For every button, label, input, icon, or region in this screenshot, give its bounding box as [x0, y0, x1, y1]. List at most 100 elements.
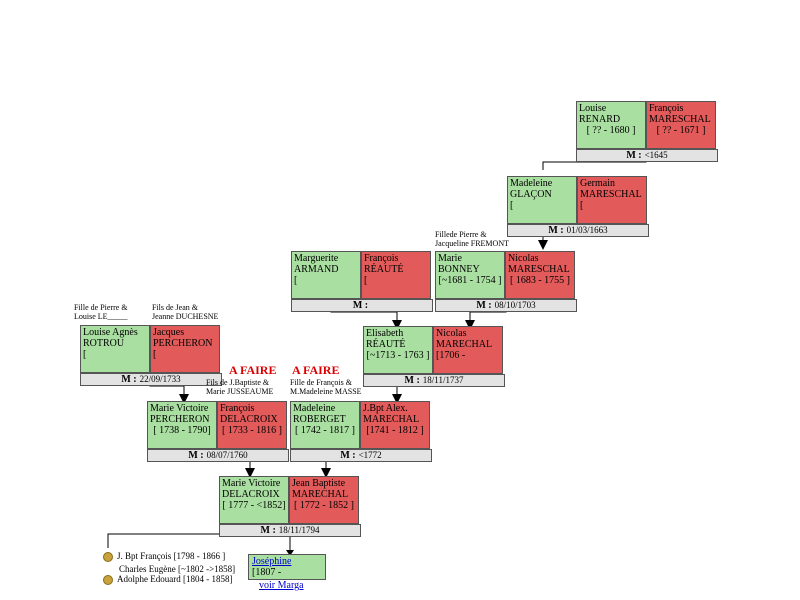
marriage-date: 08/07/1760	[206, 450, 248, 460]
a-faire-label: A FAIRE	[292, 363, 340, 377]
wife-box[interactable]: Madeleine ROBERGET [ 1742 - 1817 ]	[290, 401, 360, 449]
husband-box[interactable]: François RÉAUTÉ [	[361, 251, 431, 299]
couple-reaute-marechal: Elisabeth RÉAUTÉ [~1713 - 1763 ] Nicolas…	[363, 326, 505, 388]
marriage-date: <1772	[358, 450, 382, 460]
couple-roberget-marechal: Madeleine ROBERGET [ 1742 - 1817 ] J.Bpt…	[290, 401, 432, 463]
life-dates: [ ?? - 1671 ]	[656, 125, 706, 136]
last-name: MARESCHAL	[649, 114, 711, 125]
life-dates: [ 1742 - 1817 ]	[295, 425, 355, 436]
husband-box[interactable]: François DELACROIX [ 1733 - 1816 ]	[217, 401, 287, 449]
life-dates: [	[510, 200, 514, 211]
husband-box[interactable]: François MARESCHAL [ ?? - 1671 ]	[646, 101, 716, 149]
life-dates: [	[294, 275, 298, 286]
marriage-label: M :	[260, 525, 276, 536]
last-name: MARECHAL	[363, 414, 420, 425]
wife-box[interactable]: Marie Victoire PERCHERON [ 1738 - 1790]	[147, 401, 217, 449]
first-name: Jean Baptiste	[292, 478, 346, 489]
marriage-label: M :	[548, 225, 564, 236]
marriage-date: 22/09/1733	[139, 374, 181, 384]
marriage-date: <1645	[644, 150, 668, 160]
life-dates: [	[153, 349, 157, 360]
life-dates: [ 1777 - <1852]	[222, 500, 286, 511]
first-name: Marie Victoire	[222, 478, 281, 489]
wife-box[interactable]: Madeleine GLAÇON [	[507, 176, 577, 224]
marriage-date: 18/11/1737	[422, 375, 464, 385]
child-label: J. Bpt François [1798 - 1866 ]	[117, 551, 226, 561]
note-roberget-parents: Fille de François & M.Madeleine MASSE	[290, 378, 362, 396]
marriage-bar: M :18/11/1794	[219, 524, 361, 537]
wife-box[interactable]: Marie Victoire DELACROIX [ 1777 - <1852]	[219, 476, 289, 524]
arrow-head	[392, 394, 402, 404]
last-name: GLAÇON	[510, 189, 552, 200]
arrow-head	[538, 240, 548, 250]
last-name: ARMAND	[294, 264, 339, 275]
life-dates: [	[580, 200, 584, 211]
josephine-link[interactable]: Joséphine	[252, 556, 292, 567]
life-dates: [ 1733 - 1816 ]	[222, 425, 282, 436]
life-dates: [	[83, 349, 87, 360]
husband-box[interactable]: J.Bpt Alex. MARECHAL [1741 - 1812 ]	[360, 401, 430, 449]
couple-armand-reaute: Marguerite ARMAND [ François RÉAUTÉ [ M …	[291, 251, 433, 313]
marriage-label: M :	[476, 300, 492, 311]
marriage-bar: M :22/09/1733	[80, 373, 222, 386]
marriage-label: M :	[340, 450, 356, 461]
first-name: Elisabeth	[366, 328, 404, 339]
marriage-bar: M :08/07/1760	[147, 449, 289, 462]
marriage-label: M :	[626, 150, 642, 161]
couple-percheron-delacroix: Marie Victoire PERCHERON [ 1738 - 1790] …	[147, 401, 289, 463]
couple-delacroix-marechal: Marie Victoire DELACROIX [ 1777 - <1852]…	[219, 476, 361, 538]
child-item[interactable]: Charles Eugène [~1802 ->1858]	[119, 564, 235, 575]
first-name: Nicolas	[436, 328, 467, 339]
child-item[interactable]: J. Bpt François [1798 - 1866 ]	[103, 551, 225, 562]
wife-box[interactable]: Marie BONNEY [~1681 - 1754 ]	[435, 251, 505, 299]
wife-box[interactable]: Elisabeth RÉAUTÉ [~1713 - 1763 ]	[363, 326, 433, 374]
husband-box[interactable]: Nicolas MARESCHAL [ 1683 - 1755 ]	[505, 251, 575, 299]
couple-bonney-mareschal: Marie BONNEY [~1681 - 1754 ] Nicolas MAR…	[435, 251, 577, 313]
marriage-date: 18/11/1794	[278, 525, 320, 535]
arrow-head	[179, 394, 189, 404]
wife-box[interactable]: Louise RENARD [ ?? - 1680 ]	[576, 101, 646, 149]
life-dates: [ 1738 - 1790]	[153, 425, 211, 436]
couple-rotrou-percheron: Louise Agnès ROTROU [ Jacques PERCHERON …	[80, 325, 222, 387]
arrow-head	[321, 468, 331, 478]
husband-box[interactable]: Jacques PERCHERON [	[150, 325, 220, 373]
medal-icon	[103, 574, 113, 585]
marriage-bar: M :18/11/1737	[363, 374, 505, 387]
first-name: Madeleine	[510, 178, 553, 189]
couple-renard-mareschal: Louise RENARD [ ?? - 1680 ] François MAR…	[576, 101, 718, 163]
life-dates: [1807 -	[252, 567, 282, 578]
husband-box[interactable]: Nicolas MARECHAL [1706 -	[433, 326, 503, 374]
first-name: Marguerite	[294, 253, 339, 264]
note-rotrou-parents: Fille de Pierre & Louise LE_____	[74, 303, 128, 321]
child-item[interactable]: Adolphe Edouard [1804 - 1858]	[103, 574, 232, 585]
last-name: DELACROIX	[220, 414, 278, 425]
last-name: RENARD	[579, 114, 621, 125]
last-name: ROTROU	[83, 338, 125, 349]
life-dates: [~1713 - 1763 ]	[366, 350, 430, 361]
marriage-bar: M :01/03/1663	[507, 224, 649, 237]
last-name: ROBERGET	[293, 414, 346, 425]
a-faire-label: A FAIRE	[229, 363, 277, 377]
note-delacroix-parents: Fils de J.Baptiste & Marie JUSSEAUME	[206, 378, 274, 396]
arrow-head	[392, 320, 402, 330]
wife-box[interactable]: Louise Agnès ROTROU [	[80, 325, 150, 373]
husband-box[interactable]: Jean Baptiste MARECHAL [ 1772 - 1852 ]	[289, 476, 359, 524]
life-dates: [ 1772 - 1852 ]	[294, 500, 354, 511]
note-bonney-parents: Fillede Pierre & Jacqueline FREMONT	[435, 230, 509, 248]
last-name: MARECHAL	[436, 339, 493, 350]
life-dates: [~1681 - 1754 ]	[438, 275, 502, 286]
marriage-date: 08/10/1703	[494, 300, 536, 310]
last-name: BONNEY	[438, 264, 480, 275]
first-name: Madeleine	[293, 403, 336, 414]
first-name: Germain	[580, 178, 615, 189]
last-name: DELACROIX	[222, 489, 280, 500]
voir-marga-link[interactable]: voir Marga	[259, 580, 304, 591]
husband-box[interactable]: Germain MARESCHAL [	[577, 176, 647, 224]
first-name: Louise	[579, 103, 607, 114]
medal-icon	[103, 551, 113, 562]
last-name: MARESCHAL	[508, 264, 570, 275]
wife-box[interactable]: Marguerite ARMAND [	[291, 251, 361, 299]
last-name: PERCHERON	[153, 338, 213, 349]
last-name: RÉAUTÉ	[364, 264, 404, 275]
arrow-head	[286, 550, 294, 556]
